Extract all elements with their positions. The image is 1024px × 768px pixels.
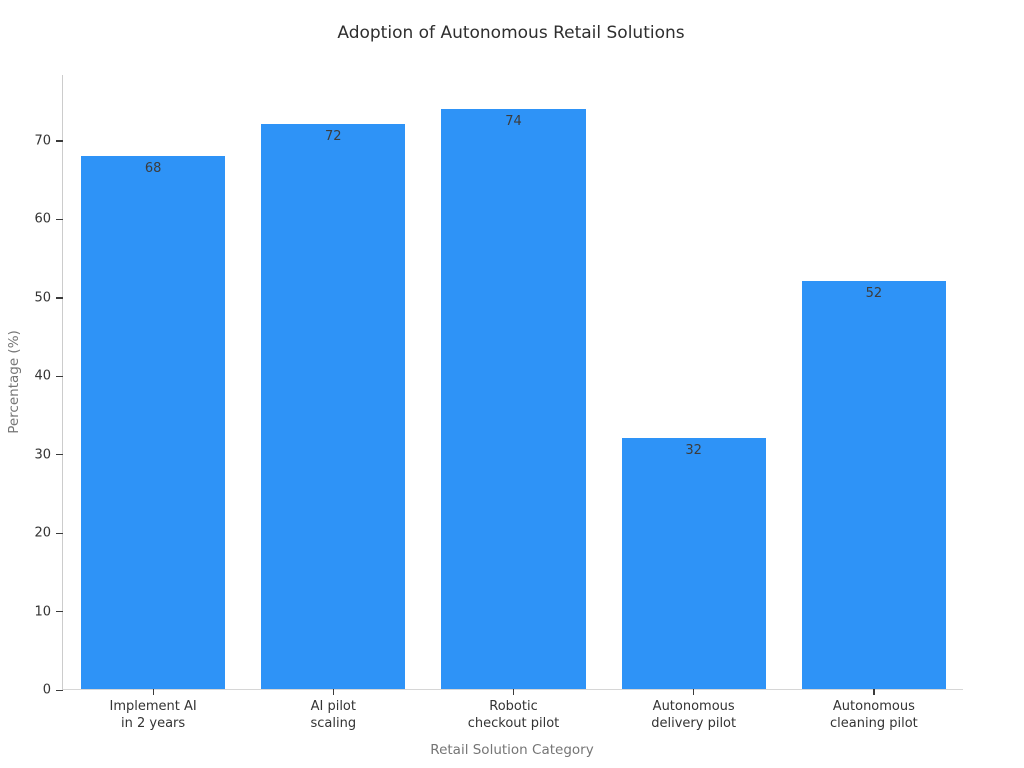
y-tick-label: 30 xyxy=(34,447,51,463)
chart-title: Adoption of Autonomous Retail Solutions xyxy=(337,23,685,43)
y-tick-label: 50 xyxy=(34,290,51,306)
bar xyxy=(81,155,226,689)
x-tick-label: AI pilot scaling xyxy=(310,699,357,731)
x-tick-label: Autonomous cleaning pilot xyxy=(830,699,918,731)
y-tick-label: 10 xyxy=(34,604,51,620)
y-tick-label: 0 xyxy=(42,682,51,698)
bar xyxy=(621,437,766,689)
y-axis-tick xyxy=(56,532,63,534)
y-axis-tick xyxy=(56,454,63,456)
bar-value-label: 32 xyxy=(685,442,702,458)
x-tick-label: Robotic checkout pilot xyxy=(467,699,560,731)
y-tick-label: 60 xyxy=(34,211,51,227)
y-axis-tick xyxy=(56,218,63,221)
y-axis-tick xyxy=(56,297,63,299)
x-axis-tick xyxy=(152,689,154,695)
bar-value-label: 68 xyxy=(144,160,162,176)
bar-value-label: 72 xyxy=(325,129,342,145)
x-axis-tick xyxy=(332,689,335,695)
y-axis-tick xyxy=(56,375,63,378)
y-tick-label: 40 xyxy=(34,368,51,384)
plot-area: 68 72 74 32 52 0 10 20 30 40 50 60 70 Implement AI in… xyxy=(34,75,963,731)
x-axis-tick xyxy=(513,689,515,695)
bar-value-label: 74 xyxy=(505,113,522,129)
y-axis-tick xyxy=(56,140,63,142)
x-axis-tick xyxy=(693,689,695,695)
y-axis-tick xyxy=(56,611,63,613)
bar xyxy=(441,108,586,689)
x-tick-label: Implement AI in 2 years xyxy=(109,699,197,731)
bar xyxy=(801,281,946,689)
x-axis-title: Retail Solution Category xyxy=(430,742,594,758)
bar-value-label: 52 xyxy=(865,286,883,302)
x-axis-tick xyxy=(873,689,875,695)
y-tick-label: 70 xyxy=(34,133,51,149)
x-tick-label: Autonomous delivery pilot xyxy=(651,699,737,731)
bar xyxy=(261,124,406,689)
y-axis-tick xyxy=(56,689,63,691)
y-tick-label: 20 xyxy=(34,525,51,541)
